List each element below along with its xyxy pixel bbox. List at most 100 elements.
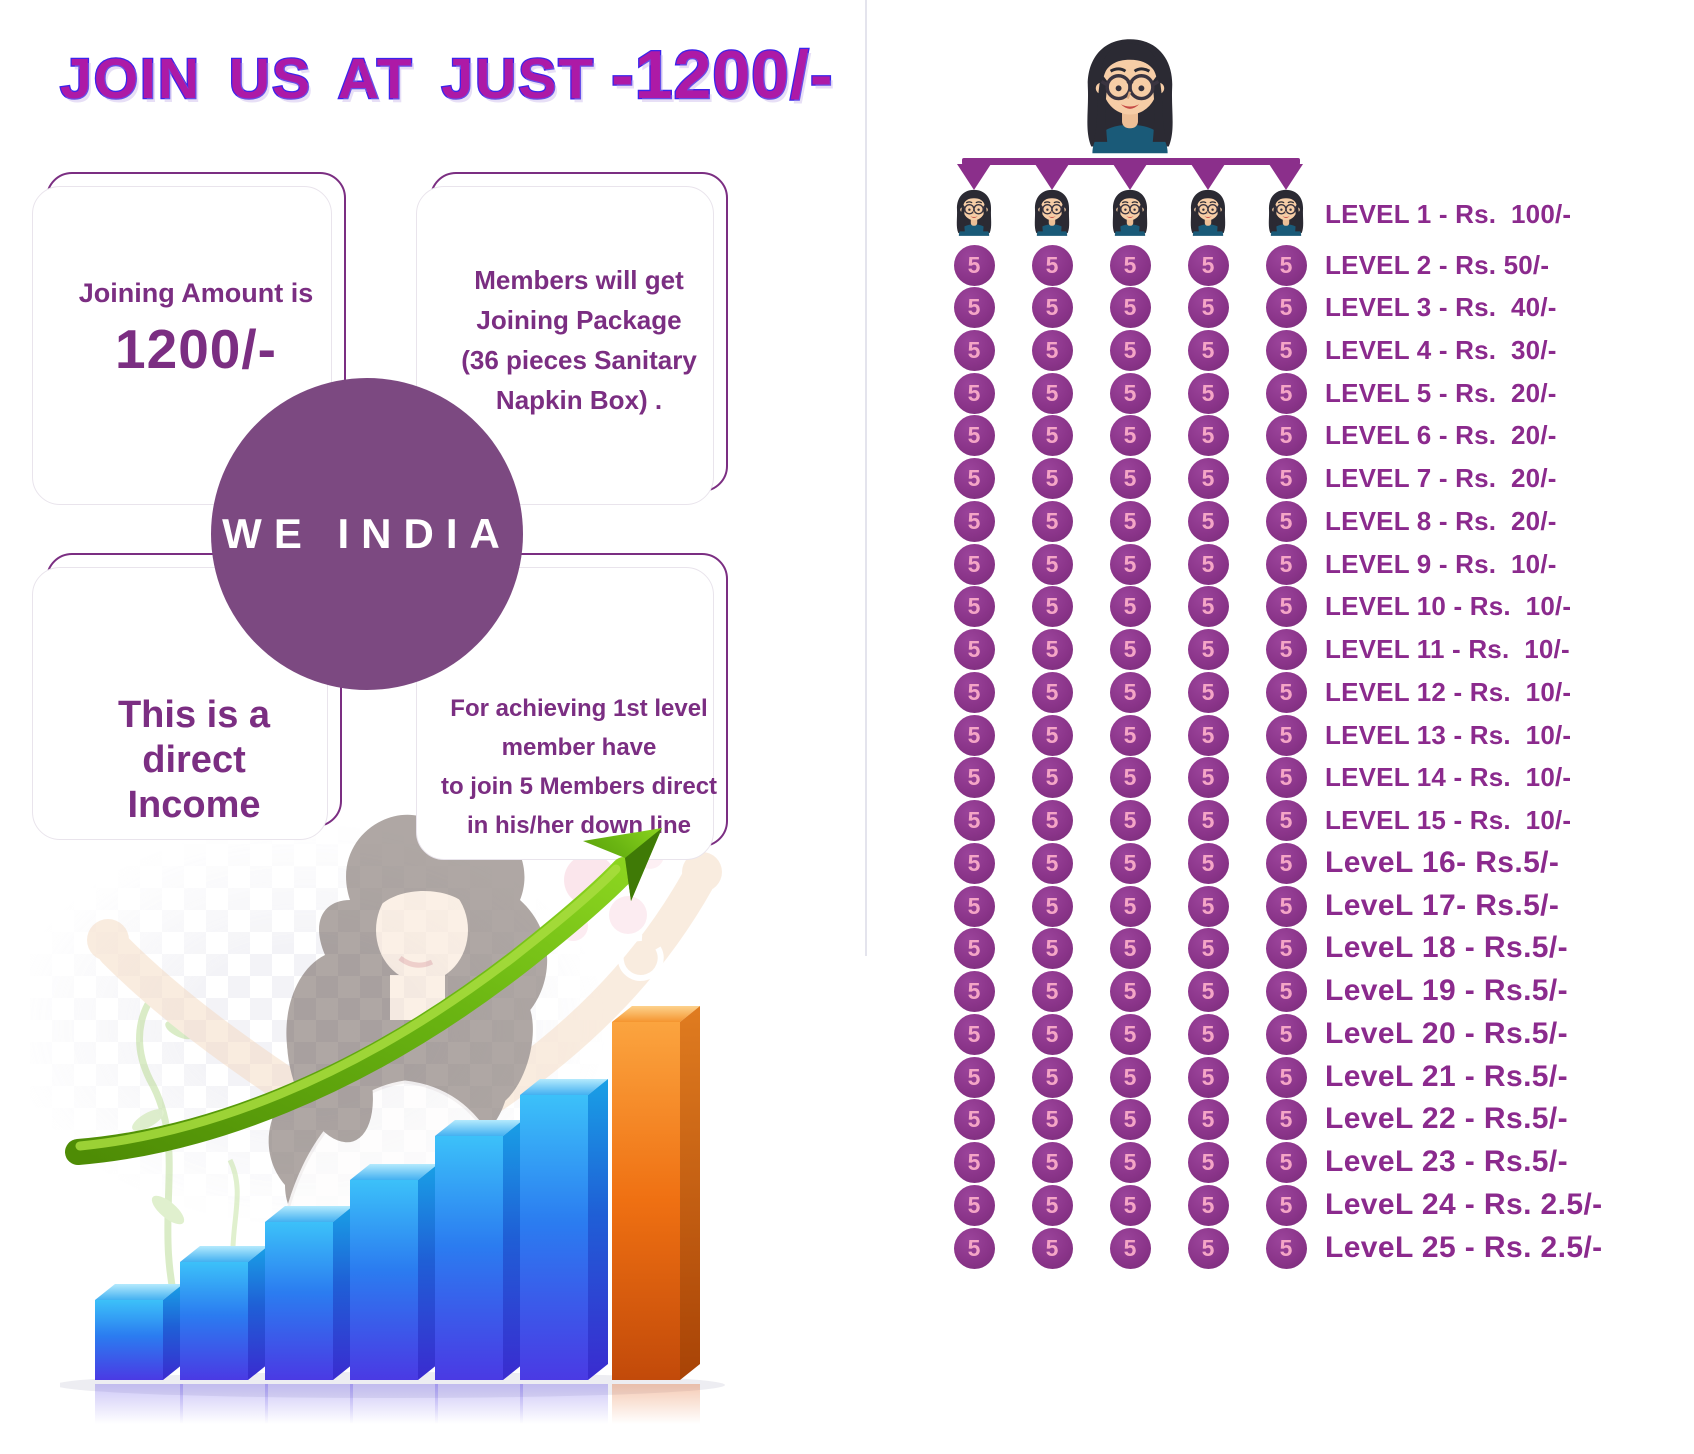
members-count-badge: 5 <box>1031 671 1073 713</box>
growth-bars-graphic <box>60 1006 725 1424</box>
level-label: LEVEL 13 - Rs. 10/- <box>1325 719 1572 750</box>
members-count-badge: 5 <box>953 885 995 927</box>
level-label: LEVEL 1 - Rs. 100/- <box>1325 199 1572 229</box>
members-count-badge: 5 <box>1109 329 1151 371</box>
level-label: LeveL 16- Rs.5/- <box>1325 845 1560 879</box>
members-count-badge: 5 <box>1031 885 1073 927</box>
members-count-badge: 5 <box>953 287 995 329</box>
level-row: 5 5 5 5 5 LeveL 25 - Rs. 2.5/- <box>866 1227 1694 1270</box>
members-count-badge: 5 <box>1265 458 1307 500</box>
members-count-badge: 5 <box>1187 800 1229 842</box>
members-count-badge: 5 <box>1109 586 1151 628</box>
members-count-badge: 5 <box>1031 1142 1073 1184</box>
members-count-badge: 5 <box>1109 500 1151 542</box>
members-count-badge: 5 <box>1187 543 1229 585</box>
members-count-badge: 5 <box>1031 244 1073 286</box>
level-row: 5 5 5 5 5 LEVEL 12 - Rs. 10/- <box>866 671 1694 714</box>
level-row: 5 5 5 5 5 LeveL 20 - Rs.5/- <box>866 1013 1694 1056</box>
members-count-badge: 5 <box>1109 842 1151 884</box>
members-count-badge: 5 <box>1109 1184 1151 1226</box>
members-count-badge: 5 <box>1187 329 1229 371</box>
level-label: LEVEL 6 - Rs. 20/- <box>1325 420 1557 451</box>
level-label: LEVEL 8 - Rs. 20/- <box>1325 505 1557 536</box>
level-row: 5 5 5 5 5 LeveL 21 - Rs.5/- <box>866 1056 1694 1099</box>
members-count-badge: 5 <box>1031 543 1073 585</box>
members-count-badge: 5 <box>1187 586 1229 628</box>
level-label: LEVEL 14 - Rs. 10/- <box>1325 762 1572 793</box>
card-text: This is a <box>117 694 271 736</box>
members-count-badge: 5 <box>1031 1099 1073 1141</box>
level-row: 5 5 5 5 5 LeveL 24 - Rs. 2.5/- <box>866 1184 1694 1227</box>
card-text: Joining Package <box>476 305 682 335</box>
members-count-badge: 5 <box>1109 458 1151 500</box>
members-count-badge: 5 <box>1109 1056 1151 1098</box>
members-count-badge: 5 <box>1187 244 1229 286</box>
members-count-badge: 5 <box>1109 1142 1151 1184</box>
members-count-badge: 5 <box>1031 415 1073 457</box>
level-label: LEVEL 9 - Rs. 10/- <box>1325 548 1557 579</box>
members-count-badge: 5 <box>1109 671 1151 713</box>
members-count-badge: 5 <box>1187 671 1229 713</box>
level-label: LeveL 18 - Rs.5/- <box>1325 931 1569 965</box>
members-count-badge: 5 <box>953 458 995 500</box>
page-title-text: JOIN US AT JUST <box>59 46 596 113</box>
members-count-badge: 5 <box>953 800 995 842</box>
members-count-badge: 5 <box>1265 287 1307 329</box>
member-avatar-icon <box>1268 189 1304 237</box>
level-row: 5 5 5 5 5 LEVEL 3 - Rs. 40/- <box>866 286 1694 329</box>
members-count-badge: 5 <box>1265 971 1307 1013</box>
members-count-badge: 5 <box>953 928 995 970</box>
members-count-badge: 5 <box>1265 1013 1307 1055</box>
members-count-badge: 5 <box>1187 1227 1229 1269</box>
card-text: to join 5 Members direct <box>440 773 718 800</box>
level-row: 5 5 5 5 5 LeveL 23 - Rs.5/- <box>866 1141 1694 1184</box>
connector-arrow-icon <box>1269 164 1303 190</box>
connector-arrow-icon <box>1191 164 1225 190</box>
connector-arrow-icon <box>1035 164 1069 190</box>
members-count-badge: 5 <box>1187 885 1229 927</box>
tree-connector <box>962 158 1300 165</box>
members-count-badge: 5 <box>1031 287 1073 329</box>
members-count-badge: 5 <box>1265 543 1307 585</box>
members-count-badge: 5 <box>1265 500 1307 542</box>
members-count-badge: 5 <box>1109 714 1151 756</box>
card-text: direct <box>142 739 246 781</box>
level-row: 5 5 5 5 5 LEVEL 11 - Rs. 10/- <box>866 628 1694 671</box>
members-count-badge: 5 <box>1265 1099 1307 1141</box>
card-text: Joining Amount is <box>78 278 314 308</box>
level-label: LEVEL 12 - Rs. 10/- <box>1325 676 1572 707</box>
members-count-badge: 5 <box>1265 244 1307 286</box>
members-count-badge: 5 <box>1031 586 1073 628</box>
members-count-badge: 5 <box>1109 372 1151 414</box>
level-row: 5 5 5 5 5 LEVEL 14 - Rs. 10/- <box>866 756 1694 799</box>
members-count-badge: 5 <box>1187 1099 1229 1141</box>
level-label: LeveL 25 - Rs. 2.5/- <box>1325 1230 1603 1264</box>
members-count-badge: 5 <box>1265 842 1307 884</box>
members-count-badge: 5 <box>1109 757 1151 799</box>
level-row: 5 5 5 5 5 LEVEL 8 - Rs. 20/- <box>866 500 1694 543</box>
members-count-badge: 5 <box>1031 629 1073 671</box>
members-count-badge: 5 <box>1109 800 1151 842</box>
joining-amount-card: Joining Amount is 1200/- <box>32 172 346 505</box>
members-count-badge: 5 <box>1109 415 1151 457</box>
members-count-badge: 5 <box>953 586 995 628</box>
members-count-badge: 5 <box>1031 971 1073 1013</box>
members-count-badge: 5 <box>953 244 995 286</box>
members-count-badge: 5 <box>1109 543 1151 585</box>
card-text: (36 pieces Sanitary <box>461 345 697 375</box>
members-count-badge: 5 <box>953 1056 995 1098</box>
card-text: member have <box>501 734 657 761</box>
members-count-badge: 5 <box>1265 714 1307 756</box>
members-count-badge: 5 <box>953 757 995 799</box>
level-label: LeveL 19 - Rs.5/- <box>1325 974 1569 1008</box>
card-text: Members will get <box>474 265 684 295</box>
connector-arrow-icon <box>1113 164 1147 190</box>
level-row: 5 5 5 5 5 LEVEL 10 - Rs. 10/- <box>866 585 1694 628</box>
page-title: JOIN US AT JUST -1200/- <box>59 36 834 115</box>
level-label: LEVEL 2 - Rs. 50/- <box>1325 249 1550 280</box>
level-label: LeveL 21 - Rs.5/- <box>1325 1059 1569 1093</box>
members-count-badge: 5 <box>1031 500 1073 542</box>
members-count-badge: 5 <box>1265 586 1307 628</box>
connector-arrow-icon <box>957 164 991 190</box>
